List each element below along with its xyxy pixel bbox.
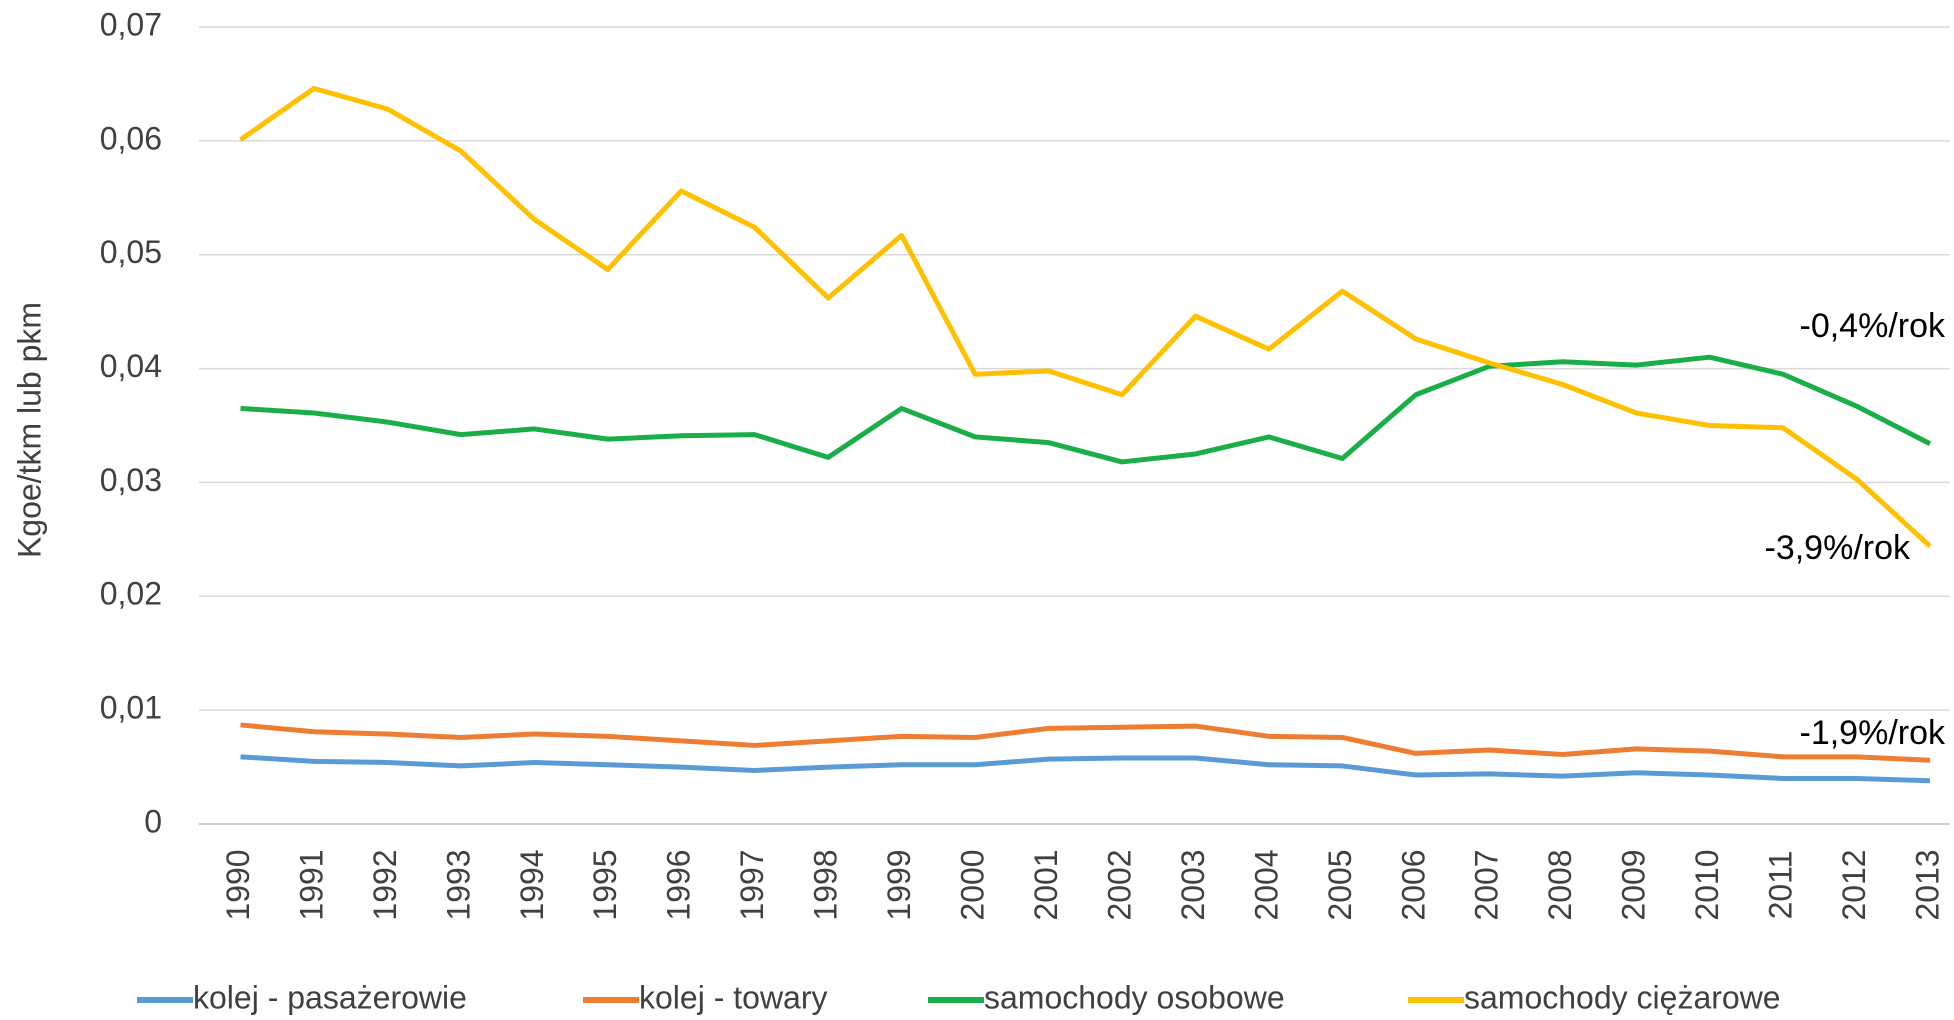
x-tick-label: 1997 <box>734 849 770 920</box>
y-tick-label: 0,04 <box>100 348 162 384</box>
legend-label: kolej - pasażerowie <box>193 979 467 1015</box>
x-tick-label: 1993 <box>440 849 476 920</box>
annotation: -0,4%/rok <box>1800 307 1946 345</box>
y-tick-label: 0,06 <box>100 120 162 156</box>
x-tick-label: 1994 <box>514 849 550 920</box>
x-tick-label: 2005 <box>1322 849 1358 920</box>
annotation: -1,9%/rok <box>1800 714 1946 752</box>
series-line <box>239 85 1932 549</box>
x-tick-label: 2004 <box>1248 849 1284 920</box>
x-tick-label: 2002 <box>1101 849 1137 920</box>
y-tick-label: 0 <box>144 803 162 839</box>
x-tick-label: 2000 <box>955 849 991 920</box>
x-tick-label: 2011 <box>1763 851 1799 920</box>
x-tick-label: 1990 <box>220 849 256 920</box>
series-line <box>240 354 1932 465</box>
x-tick-label: 1999 <box>881 849 917 920</box>
y-axis-label: Kgoe/tkm lub pkm <box>11 302 47 558</box>
x-tick-label: 1991 <box>293 849 329 920</box>
x-tick-label: 2009 <box>1616 849 1652 920</box>
y-tick-label: 0,03 <box>100 462 162 498</box>
legend-label: samochody ciężarowe <box>1464 979 1781 1015</box>
x-tick-label: 2006 <box>1395 849 1431 920</box>
x-tick-label: 2007 <box>1469 849 1505 920</box>
y-tick-label: 0,01 <box>100 690 162 726</box>
series-line <box>240 754 1931 784</box>
legend-label: kolej - towary <box>639 979 828 1015</box>
series-line <box>240 722 1931 763</box>
x-tick-label: 1996 <box>661 849 697 920</box>
x-tick-label: 1998 <box>808 849 844 920</box>
annotation: -3,9%/rok <box>1765 529 1911 567</box>
x-tick-label: 1995 <box>587 849 623 920</box>
y-tick-label: 0,02 <box>100 576 162 612</box>
y-tick-label: 0,05 <box>100 234 162 270</box>
x-tick-label: 2001 <box>1028 849 1064 920</box>
x-tick-label: 2008 <box>1542 849 1578 920</box>
x-tick-label: 2010 <box>1689 849 1725 920</box>
x-tick-label: 2012 <box>1836 849 1872 920</box>
x-tick-label: 2003 <box>1175 849 1211 920</box>
x-tick-label: 1992 <box>367 849 403 920</box>
y-tick-label: 0,07 <box>100 6 162 42</box>
x-tick-label: 2013 <box>1909 849 1945 920</box>
legend-label: samochody osobowe <box>984 979 1285 1015</box>
